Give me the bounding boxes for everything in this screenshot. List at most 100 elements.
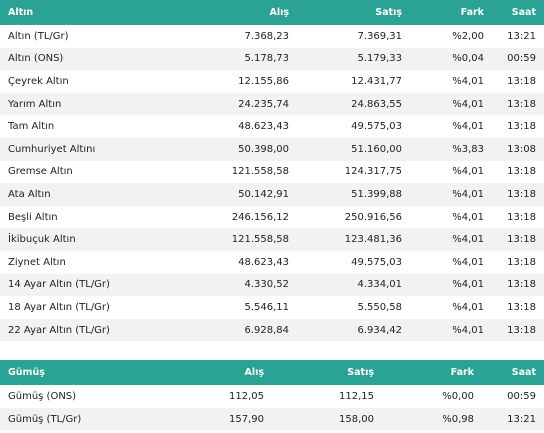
cell-change: %4,01: [410, 70, 492, 93]
table-row[interactable]: 14 Ayar Altın (TL/Gr) 4.330,52 4.334,01 %4,…: [0, 273, 544, 297]
cell-time: 00:59: [482, 385, 544, 408]
cell-time: 13:18: [492, 115, 544, 138]
table-spacer: [0, 341, 544, 360]
cell-name[interactable]: Cumhuriyet Altını: [0, 137, 145, 161]
cell-buy: 157,90: [145, 407, 272, 431]
cell-change: %4,01: [410, 115, 492, 138]
cell-name[interactable]: 22 Ayar Altın (TL/Gr): [0, 318, 145, 342]
cell-name[interactable]: Altın (ONS): [0, 47, 145, 71]
table-row[interactable]: Ziynet Altın 48.623,43 49.575,03 %4,01 13:18: [0, 250, 544, 274]
cell-time: 13:18: [492, 183, 544, 206]
header-sell[interactable]: Satış: [297, 0, 410, 25]
cell-change: %4,01: [410, 160, 492, 184]
header-time[interactable]: Saat: [482, 360, 544, 386]
cell-time: 13:08: [492, 137, 544, 161]
cell-time: 13:18: [492, 70, 544, 93]
cell-buy: 5.178,73: [145, 47, 297, 71]
cell-change: %4,01: [410, 205, 492, 229]
header-buy[interactable]: Alış: [145, 0, 297, 25]
cell-buy: 50.398,00: [145, 137, 297, 161]
cell-name[interactable]: Çeyrek Altın: [0, 70, 145, 93]
cell-sell: 5.179,33: [297, 47, 410, 71]
cell-name[interactable]: Beşli Altın: [0, 205, 145, 229]
cell-sell: 49.575,03: [297, 115, 410, 138]
cell-sell: 7.369,31: [297, 25, 410, 48]
silver-header-row: Gümüş Alış Satış Fark Saat: [0, 360, 544, 386]
cell-time: 13:18: [492, 318, 544, 342]
cell-time: 13:18: [492, 160, 544, 184]
header-buy[interactable]: Alış: [145, 360, 272, 386]
cell-change: %4,01: [410, 228, 492, 251]
cell-name[interactable]: Gümüş (TL/Gr): [0, 407, 145, 431]
cell-buy: 112,05: [145, 385, 272, 408]
cell-buy: 121.558,58: [145, 160, 297, 184]
cell-change: %2,00: [410, 25, 492, 48]
cell-buy: 246.156,12: [145, 205, 297, 229]
header-sell[interactable]: Satış: [272, 360, 382, 386]
table-row[interactable]: Çeyrek Altın 12.155,86 12.431,77 %4,01 13:18: [0, 70, 544, 93]
cell-name[interactable]: 14 Ayar Altın (TL/Gr): [0, 273, 145, 297]
cell-sell: 112,15: [272, 385, 382, 408]
cell-buy: 50.142,91: [145, 183, 297, 206]
cell-name[interactable]: Altın (TL/Gr): [0, 25, 145, 48]
cell-name[interactable]: Ata Altın: [0, 183, 145, 206]
cell-sell: 51.160,00: [297, 137, 410, 161]
cell-change: %4,01: [410, 92, 492, 116]
cell-sell: 6.934,42: [297, 318, 410, 342]
cell-buy: 48.623,43: [145, 115, 297, 138]
cell-change: %3,83: [410, 137, 492, 161]
cell-sell: 12.431,77: [297, 70, 410, 93]
cell-name[interactable]: Gremse Altın: [0, 160, 145, 184]
cell-sell: 250.916,56: [297, 205, 410, 229]
cell-time: 13:18: [492, 273, 544, 297]
cell-buy: 12.155,86: [145, 70, 297, 93]
cell-sell: 24.863,55: [297, 92, 410, 116]
cell-name[interactable]: Ziynet Altın: [0, 250, 145, 274]
cell-name[interactable]: 18 Ayar Altın (TL/Gr): [0, 296, 145, 319]
cell-change: %4,01: [410, 296, 492, 319]
cell-buy: 4.330,52: [145, 273, 297, 297]
table-row[interactable]: Ata Altın 50.142,91 51.399,88 %4,01 13:18: [0, 183, 544, 206]
table-row[interactable]: Gremse Altın 121.558,58 124.317,75 %4,01 13:…: [0, 160, 544, 184]
cell-time: 13:18: [492, 250, 544, 274]
cell-sell: 123.481,36: [297, 228, 410, 251]
cell-change: %4,01: [410, 273, 492, 297]
header-name[interactable]: Altın: [0, 0, 145, 25]
cell-change: %0,04: [410, 47, 492, 71]
silver-price-table: Gümüş Alış Satış Fark Saat Gümüş (ONS) 11…: [0, 360, 544, 431]
table-row[interactable]: 18 Ayar Altın (TL/Gr) 5.546,11 5.550,58 %4,…: [0, 296, 544, 319]
table-row[interactable]: Cumhuriyet Altını 50.398,00 51.160,00 %3,83…: [0, 137, 544, 161]
cell-time: 13:18: [492, 92, 544, 116]
table-row[interactable]: Yarım Altın 24.235,74 24.863,55 %4,01 13:18: [0, 92, 544, 116]
cell-name[interactable]: Gümüş (ONS): [0, 385, 145, 408]
cell-time: 13:18: [492, 228, 544, 251]
cell-time: 13:21: [482, 407, 544, 431]
header-change[interactable]: Fark: [382, 360, 482, 386]
cell-time: 13:21: [492, 25, 544, 48]
cell-name[interactable]: Yarım Altın: [0, 92, 145, 116]
header-change[interactable]: Fark: [410, 0, 492, 25]
cell-time: 13:18: [492, 205, 544, 229]
table-row[interactable]: İkibuçuk Altın 121.558,58 123.481,36 %4,01 1…: [0, 228, 544, 251]
table-row[interactable]: Beşli Altın 246.156,12 250.916,56 %4,01 13:1…: [0, 205, 544, 229]
table-row[interactable]: Tam Altın 48.623,43 49.575,03 %4,01 13:18: [0, 115, 544, 138]
cell-sell: 158,00: [272, 407, 382, 431]
cell-name[interactable]: İkibuçuk Altın: [0, 228, 145, 251]
cell-change: %4,01: [410, 183, 492, 206]
table-row[interactable]: Altın (TL/Gr) 7.368,23 7.369,31 %2,00 13:21: [0, 25, 544, 48]
table-row[interactable]: Gümüş (TL/Gr) 157,90 158,00 %0,98 13:21: [0, 407, 544, 431]
header-name[interactable]: Gümüş: [0, 360, 145, 386]
cell-buy: 48.623,43: [145, 250, 297, 274]
cell-sell: 4.334,01: [297, 273, 410, 297]
table-row[interactable]: 22 Ayar Altın (TL/Gr) 6.928,84 6.934,42 %4,…: [0, 318, 544, 342]
header-time[interactable]: Saat: [492, 0, 544, 25]
cell-change: %4,01: [410, 318, 492, 342]
cell-change: %0,98: [382, 407, 482, 431]
table-row[interactable]: Gümüş (ONS) 112,05 112,15 %0,00 00:59: [0, 385, 544, 408]
cell-name[interactable]: Tam Altın: [0, 115, 145, 138]
cell-buy: 6.928,84: [145, 318, 297, 342]
cell-buy: 24.235,74: [145, 92, 297, 116]
table-row[interactable]: Altın (ONS) 5.178,73 5.179,33 %0,04 00:59: [0, 47, 544, 71]
gold-header-row: Altın Alış Satış Fark Saat: [0, 0, 544, 25]
cell-time: 00:59: [492, 47, 544, 71]
